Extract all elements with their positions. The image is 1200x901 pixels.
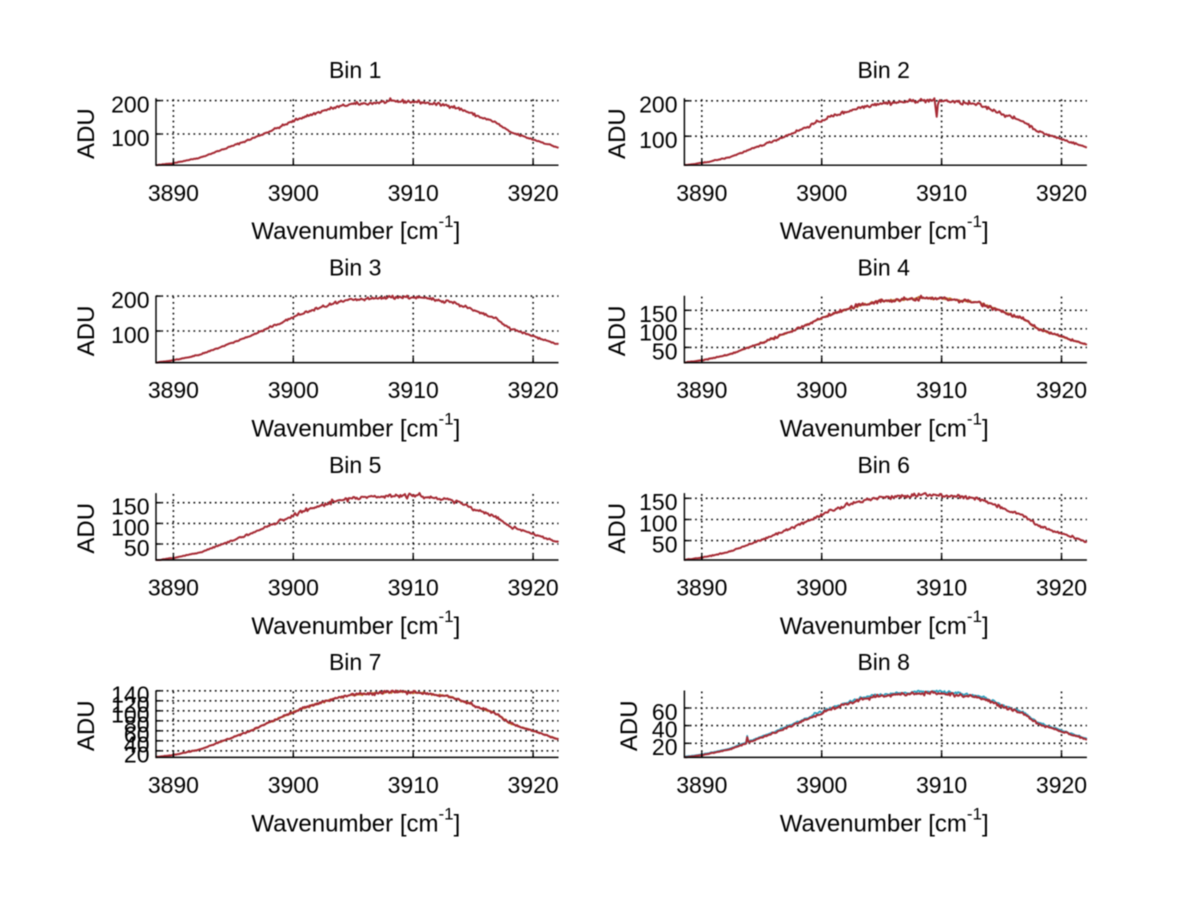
svg-text:3920: 3920 — [1036, 772, 1087, 798]
svg-text:80: 80 — [124, 712, 150, 738]
svg-text:3890: 3890 — [148, 180, 199, 206]
svg-text:20: 20 — [124, 742, 150, 768]
svg-text:3910: 3910 — [916, 575, 967, 601]
svg-text:3900: 3900 — [796, 772, 847, 798]
svg-text:3900: 3900 — [796, 180, 847, 206]
svg-text:100: 100 — [639, 320, 677, 346]
svg-text:3920: 3920 — [508, 575, 559, 601]
svg-text:Bin 5: Bin 5 — [329, 452, 381, 478]
svg-text:ADU: ADU — [604, 306, 631, 357]
svg-text:ADU: ADU — [73, 306, 100, 357]
svg-text:3920: 3920 — [1036, 180, 1087, 206]
svg-text:Bin 8: Bin 8 — [857, 649, 909, 675]
svg-text:3890: 3890 — [676, 575, 727, 601]
svg-text:3910: 3910 — [916, 772, 967, 798]
svg-text:3910: 3910 — [916, 180, 967, 206]
svg-text:150: 150 — [111, 494, 149, 520]
svg-text:100: 100 — [111, 125, 149, 151]
svg-text:ADU: ADU — [73, 700, 100, 751]
svg-text:40: 40 — [652, 717, 678, 743]
svg-text:100: 100 — [639, 510, 677, 536]
svg-text:ADU: ADU — [616, 700, 643, 751]
svg-text:200: 200 — [111, 92, 149, 118]
svg-text:20: 20 — [652, 734, 678, 760]
svg-text:3890: 3890 — [676, 772, 727, 798]
svg-text:Wavenumber [cm-1]: Wavenumber [cm-1] — [251, 410, 460, 443]
svg-text:40: 40 — [124, 732, 150, 758]
svg-text:140: 140 — [111, 682, 149, 708]
svg-text:3900: 3900 — [268, 377, 319, 403]
svg-text:3890: 3890 — [148, 772, 199, 798]
svg-text:50: 50 — [652, 338, 678, 364]
svg-text:120: 120 — [111, 692, 149, 718]
svg-text:50: 50 — [652, 532, 678, 558]
svg-text:3900: 3900 — [268, 575, 319, 601]
svg-text:3910: 3910 — [388, 575, 439, 601]
svg-text:Wavenumber [cm-1]: Wavenumber [cm-1] — [780, 212, 989, 245]
svg-text:Wavenumber [cm-1]: Wavenumber [cm-1] — [251, 607, 460, 640]
svg-text:3920: 3920 — [508, 180, 559, 206]
svg-text:ADU: ADU — [604, 503, 631, 554]
svg-text:3920: 3920 — [1036, 575, 1087, 601]
svg-text:3900: 3900 — [796, 377, 847, 403]
svg-text:Wavenumber [cm-1]: Wavenumber [cm-1] — [780, 607, 989, 640]
svg-text:150: 150 — [639, 301, 677, 327]
svg-text:100: 100 — [111, 702, 149, 728]
svg-text:Bin 1: Bin 1 — [329, 57, 381, 83]
svg-text:Bin 7: Bin 7 — [329, 649, 381, 675]
svg-text:100: 100 — [639, 127, 677, 153]
svg-text:60: 60 — [124, 722, 150, 748]
svg-text:ADU: ADU — [604, 108, 631, 159]
svg-text:3890: 3890 — [148, 575, 199, 601]
svg-text:3900: 3900 — [268, 772, 319, 798]
svg-text:3910: 3910 — [388, 377, 439, 403]
svg-text:200: 200 — [639, 92, 677, 118]
svg-text:3890: 3890 — [148, 377, 199, 403]
svg-text:100: 100 — [111, 514, 149, 540]
svg-text:3890: 3890 — [676, 377, 727, 403]
svg-text:Bin 3: Bin 3 — [329, 254, 381, 280]
svg-text:ADU: ADU — [73, 503, 100, 554]
svg-text:60: 60 — [652, 699, 678, 725]
svg-text:Bin 2: Bin 2 — [857, 57, 909, 83]
svg-text:100: 100 — [111, 322, 149, 348]
svg-text:3920: 3920 — [508, 377, 559, 403]
svg-text:3910: 3910 — [388, 772, 439, 798]
svg-text:ADU: ADU — [73, 108, 100, 159]
svg-text:3920: 3920 — [508, 772, 559, 798]
svg-text:Wavenumber [cm-1]: Wavenumber [cm-1] — [780, 410, 989, 443]
svg-text:3920: 3920 — [1036, 377, 1087, 403]
svg-text:3900: 3900 — [268, 180, 319, 206]
svg-text:3910: 3910 — [388, 180, 439, 206]
svg-text:3900: 3900 — [796, 575, 847, 601]
svg-text:3890: 3890 — [676, 180, 727, 206]
svg-text:Bin 4: Bin 4 — [857, 254, 910, 280]
svg-text:150: 150 — [639, 489, 677, 515]
svg-text:Wavenumber [cm-1]: Wavenumber [cm-1] — [251, 212, 460, 245]
svg-text:Wavenumber [cm-1]: Wavenumber [cm-1] — [251, 804, 460, 837]
svg-text:3910: 3910 — [916, 377, 967, 403]
svg-text:50: 50 — [124, 535, 150, 561]
svg-text:200: 200 — [111, 287, 149, 313]
svg-text:Wavenumber [cm-1]: Wavenumber [cm-1] — [780, 804, 989, 837]
svg-text:Bin 6: Bin 6 — [857, 452, 909, 478]
